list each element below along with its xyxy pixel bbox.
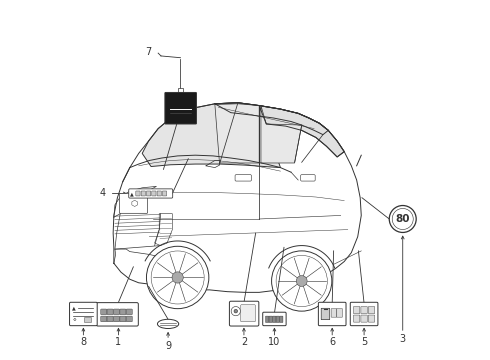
Circle shape <box>147 246 209 309</box>
FancyBboxPatch shape <box>120 316 126 322</box>
FancyBboxPatch shape <box>84 318 92 323</box>
Text: ⬡: ⬡ <box>130 199 138 208</box>
FancyBboxPatch shape <box>350 302 378 326</box>
FancyBboxPatch shape <box>269 316 272 323</box>
FancyBboxPatch shape <box>120 309 126 315</box>
Text: 7: 7 <box>145 47 151 57</box>
FancyBboxPatch shape <box>241 305 255 322</box>
Circle shape <box>392 208 413 229</box>
FancyBboxPatch shape <box>97 303 138 326</box>
Text: 6: 6 <box>329 337 335 347</box>
Text: 80: 80 <box>395 214 410 224</box>
Text: 9: 9 <box>165 341 171 351</box>
FancyBboxPatch shape <box>321 308 330 320</box>
Polygon shape <box>259 105 344 157</box>
FancyBboxPatch shape <box>141 191 146 196</box>
Ellipse shape <box>157 319 179 329</box>
FancyBboxPatch shape <box>126 316 132 322</box>
FancyBboxPatch shape <box>178 88 183 93</box>
Text: 4: 4 <box>99 189 105 198</box>
FancyBboxPatch shape <box>318 302 346 326</box>
FancyBboxPatch shape <box>70 302 97 326</box>
FancyBboxPatch shape <box>120 193 147 213</box>
FancyBboxPatch shape <box>301 175 315 181</box>
FancyBboxPatch shape <box>157 191 161 196</box>
FancyBboxPatch shape <box>280 316 283 323</box>
FancyBboxPatch shape <box>368 315 375 322</box>
Text: 1: 1 <box>116 337 122 347</box>
FancyBboxPatch shape <box>101 316 107 322</box>
FancyBboxPatch shape <box>147 191 151 196</box>
Text: 8: 8 <box>80 337 86 347</box>
FancyBboxPatch shape <box>136 191 140 196</box>
FancyBboxPatch shape <box>361 315 368 322</box>
FancyBboxPatch shape <box>266 316 269 323</box>
Text: 5: 5 <box>361 337 367 347</box>
FancyBboxPatch shape <box>229 301 259 326</box>
FancyBboxPatch shape <box>126 309 132 315</box>
FancyBboxPatch shape <box>276 316 279 323</box>
Polygon shape <box>261 105 302 163</box>
Polygon shape <box>215 104 259 163</box>
FancyBboxPatch shape <box>162 191 167 196</box>
Polygon shape <box>215 103 328 135</box>
FancyBboxPatch shape <box>129 189 172 198</box>
Polygon shape <box>142 103 280 168</box>
FancyBboxPatch shape <box>272 316 276 323</box>
Circle shape <box>172 272 183 283</box>
Circle shape <box>389 206 416 233</box>
FancyBboxPatch shape <box>152 191 156 196</box>
FancyBboxPatch shape <box>353 315 360 322</box>
Text: ▲: ▲ <box>73 305 76 310</box>
FancyBboxPatch shape <box>263 312 286 326</box>
Text: 10: 10 <box>269 337 281 347</box>
FancyBboxPatch shape <box>107 316 113 322</box>
FancyBboxPatch shape <box>114 309 120 315</box>
FancyBboxPatch shape <box>114 316 120 322</box>
FancyBboxPatch shape <box>368 306 375 314</box>
FancyBboxPatch shape <box>107 309 113 315</box>
Text: 2: 2 <box>241 337 247 347</box>
Circle shape <box>271 251 332 311</box>
FancyBboxPatch shape <box>101 309 107 315</box>
FancyBboxPatch shape <box>235 175 251 181</box>
Text: ⚙: ⚙ <box>73 318 76 322</box>
FancyBboxPatch shape <box>361 306 368 314</box>
FancyBboxPatch shape <box>353 306 360 314</box>
Circle shape <box>231 306 241 316</box>
Text: ▲: ▲ <box>130 191 134 196</box>
Circle shape <box>296 276 307 287</box>
FancyBboxPatch shape <box>165 93 196 124</box>
Text: 3: 3 <box>400 334 406 345</box>
FancyBboxPatch shape <box>337 309 343 317</box>
Circle shape <box>234 309 238 313</box>
FancyBboxPatch shape <box>331 309 337 317</box>
